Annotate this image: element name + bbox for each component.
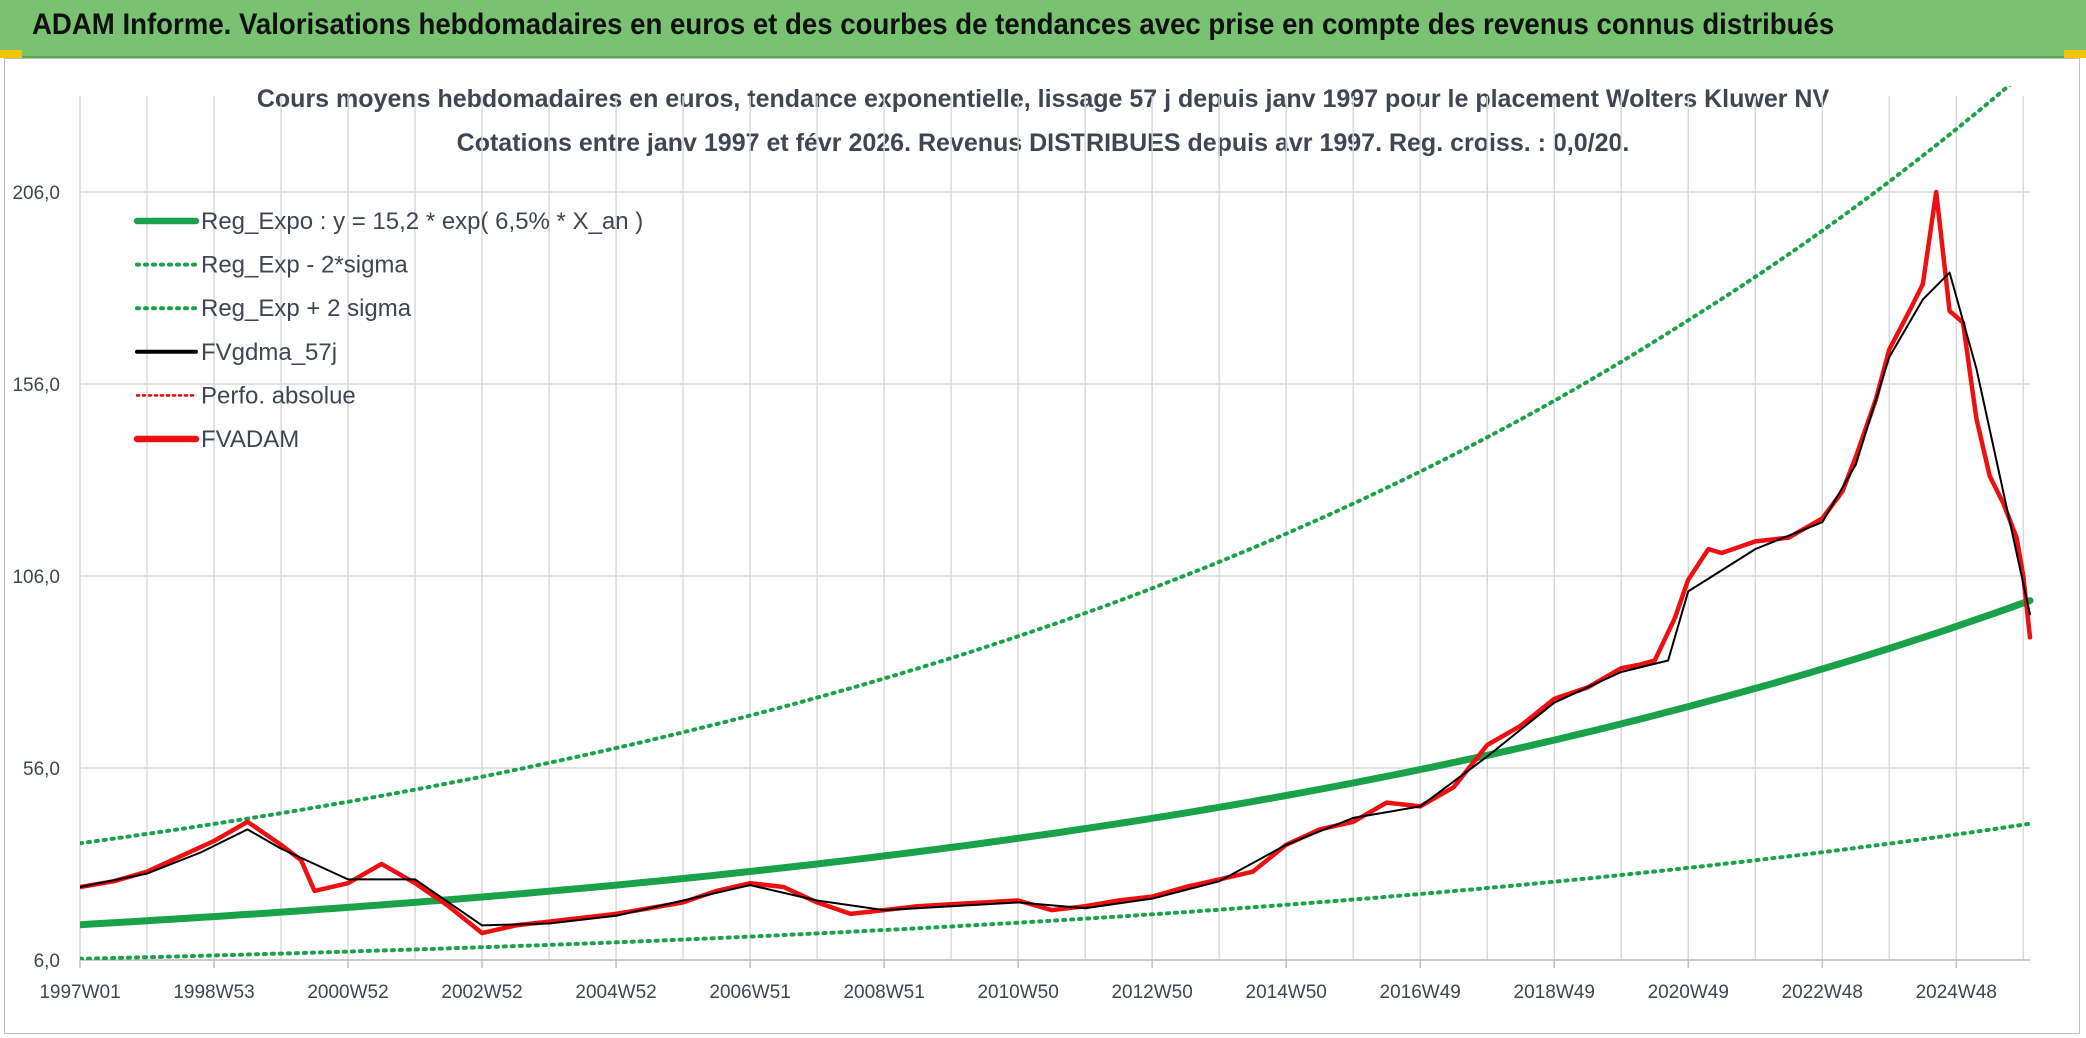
series-line-reg-expo <box>80 597 2034 929</box>
chart-frame <box>4 58 2080 1034</box>
y-tick-label: 6,0 <box>34 951 60 972</box>
x-tick-label: 2012W50 <box>1111 982 1192 1003</box>
x-tick-label: 2010W50 <box>977 982 1058 1003</box>
x-tick-label: 2006W51 <box>709 982 790 1003</box>
series-group <box>80 86 2034 960</box>
x-tick-label: 2018W49 <box>1514 982 1595 1003</box>
x-tick-label: 2004W52 <box>575 982 656 1003</box>
banner-corner-left <box>0 50 22 58</box>
x-tick-label: 2020W49 <box>1648 982 1729 1003</box>
legend-label-reg: Reg_Expo : y = 15,2 * exp( 6,5% * X_an ) <box>201 208 643 235</box>
y-tick-label: 106,0 <box>12 567 60 588</box>
series-line-reg-exp-2-sigma <box>80 86 2012 846</box>
legend-label-lo: Reg_Exp - 2*sigma <box>201 252 408 279</box>
x-tick-label: 2008W51 <box>843 982 924 1003</box>
y-tick-label: 206,0 <box>12 183 60 204</box>
report-title: ADAM Informe. Valorisations hebdomadaire… <box>32 8 1835 41</box>
series-line-fvgdma-57j <box>80 271 2031 927</box>
x-tick-label: 2024W48 <box>1916 982 1997 1003</box>
chart-title: Cours moyens hebdomadaires en euros, ten… <box>257 85 1830 113</box>
legend: Reg_Expo : y = 15,2 * exp( 6,5% * X_an )… <box>133 208 643 453</box>
axes: 6,0 56,0 106,0 156,0 206,0 1997W01 1998W53 2000… <box>12 183 2030 1003</box>
y-tick-label: 156,0 <box>12 375 60 396</box>
series-line-reg-exp-2-sigma <box>80 821 2032 960</box>
x-tick-label: 1998W53 <box>173 982 254 1003</box>
x-tick-label: 2016W49 <box>1380 982 1461 1003</box>
x-tick-label: 1997W01 <box>39 982 120 1003</box>
x-tick-label: 2022W48 <box>1782 982 1863 1003</box>
chart-subtitle: Cotations entre janv 1997 et févr 2026. … <box>457 129 1630 157</box>
y-tick-label: 56,0 <box>23 759 60 780</box>
legend-label-fv: FVADAM <box>201 426 299 453</box>
banner-corner-right <box>2064 50 2086 58</box>
x-tick-label: 2014W50 <box>1246 982 1327 1003</box>
legend-label-hi: Reg_Exp + 2 sigma <box>201 295 412 322</box>
legend-label-ma: FVgdma_57j <box>201 339 337 366</box>
legend-label-perf: Perfo. absolue <box>201 382 356 409</box>
x-tick-label: 2002W52 <box>441 982 522 1003</box>
report-banner: ADAM Informe. Valorisations hebdomadaire… <box>0 0 2086 58</box>
x-tick-label: 2000W52 <box>307 982 388 1003</box>
